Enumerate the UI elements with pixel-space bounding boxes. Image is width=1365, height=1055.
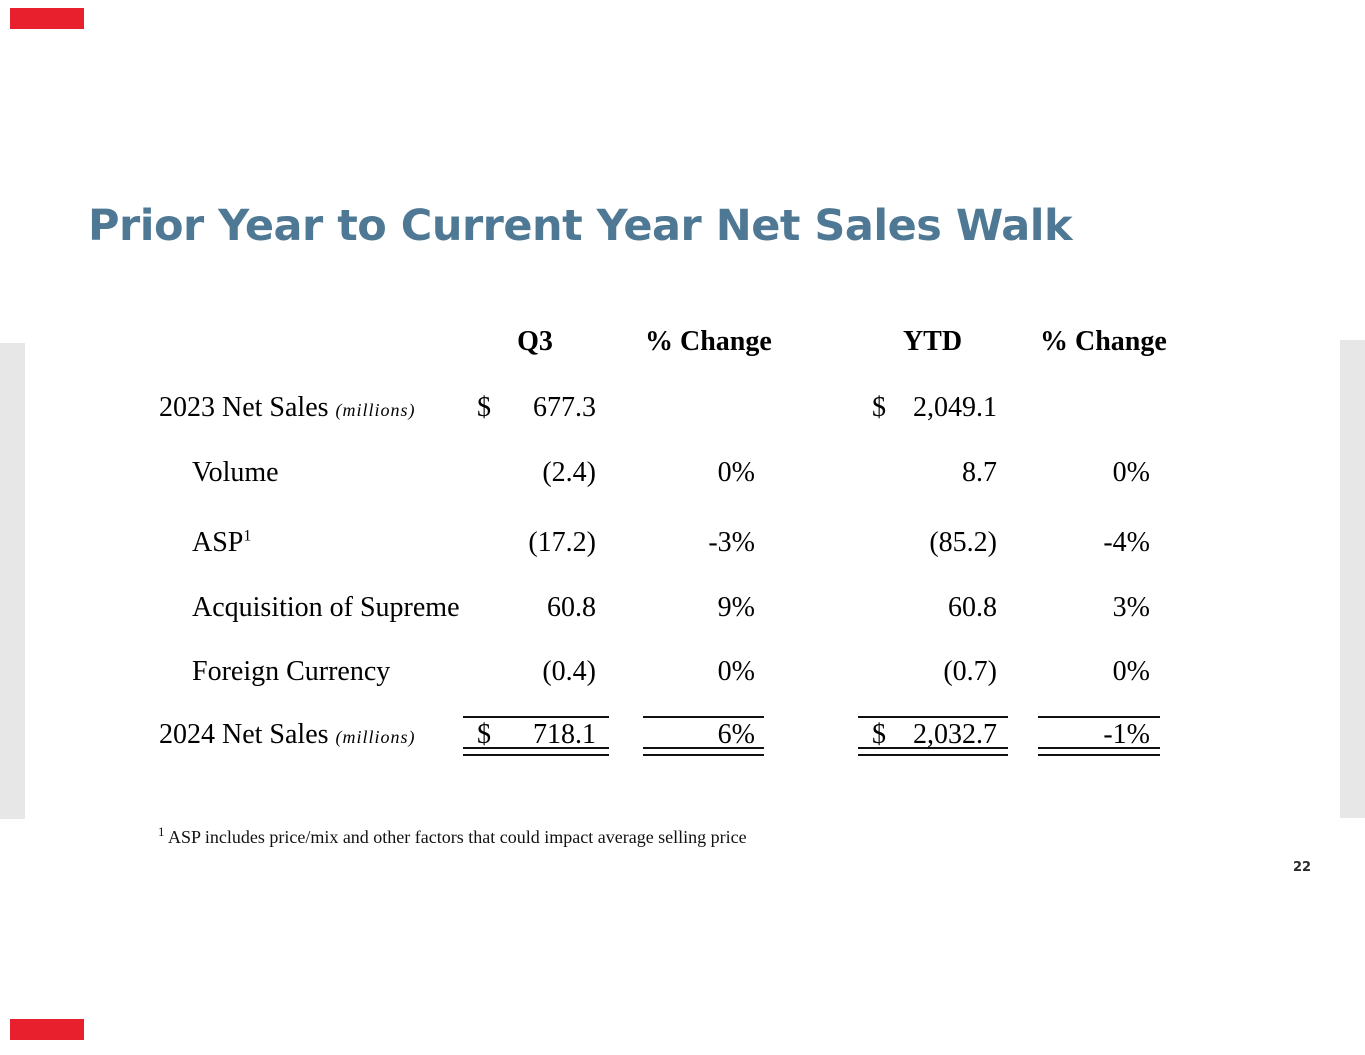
table-row-2023-net-sales: 2023 Net Sales (millions) $ 677.3 $ 2,049… xyxy=(0,392,1365,424)
q3-change-value: 6% xyxy=(717,719,755,750)
q3-change-value: -3% xyxy=(708,527,755,558)
row-label-text: ASP xyxy=(192,527,244,558)
ytd-value: 2,049.1 xyxy=(913,392,997,423)
double-rule-q3-change xyxy=(643,747,764,756)
table-row-asp: ASP1 (17.2) -3% (85.2) -4% xyxy=(0,527,1365,559)
row-label-text: Foreign Currency xyxy=(192,656,391,687)
row-label: Volume xyxy=(192,457,286,491)
column-header-ytd-change: % Change xyxy=(1040,326,1167,357)
q3-dollar-sign: $ xyxy=(477,392,491,423)
row-label-superscript: 1 xyxy=(243,527,252,545)
row-label-text: Volume xyxy=(192,457,279,488)
double-rule-ytd-value xyxy=(858,747,1008,756)
q3-dollar-sign: $ xyxy=(477,719,491,750)
footnote: 1 ASP includes price/mix and other facto… xyxy=(158,820,747,849)
row-label: Foreign Currency xyxy=(192,656,397,690)
row-label-text: 2023 Net Sales xyxy=(159,392,329,423)
bottom-accent-bar xyxy=(10,1019,84,1040)
double-rule-q3-value xyxy=(463,747,609,756)
table-row-2024-net-sales: 2024 Net Sales (millions) $ 718.1 6% $ 2,… xyxy=(0,719,1365,751)
q3-value: 677.3 xyxy=(533,392,596,423)
total-rule-q3-value xyxy=(463,716,609,718)
total-rule-ytd-change xyxy=(1038,716,1160,718)
row-label-text: Acquisition of Supreme xyxy=(192,592,460,623)
ytd-value: (0.7) xyxy=(943,656,997,687)
row-label: 2023 Net Sales (millions) xyxy=(159,392,416,426)
q3-change-value: 9% xyxy=(717,592,755,623)
footnote-superscript: 1 xyxy=(158,824,165,839)
row-label: Acquisition of Supreme xyxy=(192,592,467,626)
ytd-value: 60.8 xyxy=(948,592,997,623)
table-header-row: Q3 % Change YTD % Change xyxy=(0,326,1365,358)
row-label-text: 2024 Net Sales xyxy=(159,719,329,750)
ytd-value: 8.7 xyxy=(962,457,997,488)
top-accent-bar xyxy=(10,8,84,29)
q3-value: (0.4) xyxy=(542,656,596,687)
total-rule-q3-change xyxy=(643,716,764,718)
table-row-acquisition-of-supreme: Acquisition of Supreme 60.8 9% 60.8 3% xyxy=(0,592,1365,624)
ytd-change-value: 0% xyxy=(1112,457,1150,488)
page-number: 22 xyxy=(1292,860,1312,875)
ytd-change-value: -1% xyxy=(1103,719,1150,750)
table-row-volume: Volume (2.4) 0% 8.7 0% xyxy=(0,457,1365,489)
footnote-text: ASP includes price/mix and other factors… xyxy=(164,827,747,847)
slide-title: Prior Year to Current Year Net Sales Wal… xyxy=(88,201,1073,251)
ytd-change-value: 3% xyxy=(1112,592,1150,623)
column-header-q3-change: % Change xyxy=(645,326,772,357)
table-row-foreign-currency: Foreign Currency (0.4) 0% (0.7) 0% xyxy=(0,656,1365,688)
ytd-change-value: -4% xyxy=(1103,527,1150,558)
ytd-dollar-sign: $ xyxy=(872,392,886,423)
ytd-value: (85.2) xyxy=(929,527,997,558)
right-edge-bar xyxy=(1340,340,1365,818)
ytd-value: 2,032.7 xyxy=(913,719,997,750)
total-rule-ytd-value xyxy=(858,716,1008,718)
q3-change-value: 0% xyxy=(717,457,755,488)
row-label-note: (millions) xyxy=(335,400,416,420)
row-label: 2024 Net Sales (millions) xyxy=(159,719,416,753)
column-header-q3: Q3 xyxy=(517,326,553,357)
q3-value: 60.8 xyxy=(547,592,596,623)
row-label: ASP1 xyxy=(192,527,258,561)
q3-change-value: 0% xyxy=(717,656,755,687)
left-edge-bar xyxy=(0,343,25,819)
double-rule-ytd-change xyxy=(1038,747,1160,756)
row-label-note: (millions) xyxy=(335,727,416,747)
q3-value: (2.4) xyxy=(542,457,596,488)
column-header-ytd: YTD xyxy=(902,326,963,357)
q3-value: 718.1 xyxy=(533,719,596,750)
q3-value: (17.2) xyxy=(528,527,596,558)
ytd-dollar-sign: $ xyxy=(872,719,886,750)
ytd-change-value: 0% xyxy=(1112,656,1150,687)
